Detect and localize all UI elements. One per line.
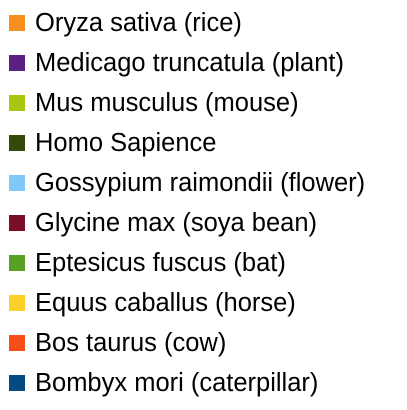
legend-swatch xyxy=(9,55,25,71)
legend-swatch xyxy=(9,95,25,111)
legend-item: Gossypium raimondii (flower) xyxy=(0,169,407,210)
legend-label: Bombyx mori (caterpillar) xyxy=(35,369,319,397)
legend-label: Glycine max (soya bean) xyxy=(35,209,318,237)
legend-label: Eptesicus fuscus (bat) xyxy=(35,249,286,277)
legend-label: Homo Sapience xyxy=(35,129,217,157)
legend-item: Homo Sapience xyxy=(0,129,407,170)
legend-item: Equus caballus (horse) xyxy=(0,289,407,330)
legend-label: Gossypium raimondii (flower) xyxy=(35,169,366,197)
legend-swatch xyxy=(9,15,25,31)
legend-label: Equus caballus (horse) xyxy=(35,289,296,317)
legend-item: Bos taurus (cow) xyxy=(0,329,407,370)
legend-item: Glycine max (soya bean) xyxy=(0,209,407,250)
legend-item: Medicago truncatula (plant) xyxy=(0,49,407,90)
legend-item: Eptesicus fuscus (bat) xyxy=(0,249,407,290)
legend-item: Mus musculus (mouse) xyxy=(0,89,407,130)
legend-item: Bombyx mori (caterpillar) xyxy=(0,369,407,410)
legend-swatch xyxy=(9,335,25,351)
legend-swatch xyxy=(9,135,25,151)
legend-swatch xyxy=(9,375,25,391)
legend-swatch xyxy=(9,215,25,231)
legend-label: Medicago truncatula (plant) xyxy=(35,49,345,77)
legend-label: Bos taurus (cow) xyxy=(35,329,227,357)
legend-label: Mus musculus (mouse) xyxy=(35,89,299,117)
legend-swatch xyxy=(9,295,25,311)
legend-item: Oryza sativa (rice) xyxy=(0,9,407,50)
legend-label: Oryza sativa (rice) xyxy=(35,9,242,37)
legend-swatch xyxy=(9,255,25,271)
legend-swatch xyxy=(9,175,25,191)
